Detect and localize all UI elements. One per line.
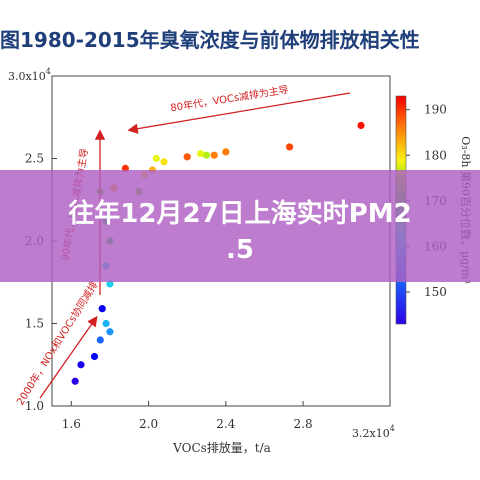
annotation-2000: 2000年，NOx和VOCs协同减排 (14, 279, 101, 408)
title-strip (0, 0, 480, 50)
scatter-point (202, 151, 211, 159)
scatter-point (197, 149, 205, 158)
x-axis-label: VOCs排放量，t/a (172, 440, 271, 455)
annotation-arrow-2000 (39, 315, 98, 399)
scatter-point (183, 153, 191, 161)
scatter-point (71, 377, 79, 385)
scatter-point (285, 143, 294, 151)
scatter-point (77, 361, 85, 369)
y-tick-label: 2.5 (25, 152, 44, 166)
scatter-point (106, 328, 114, 336)
scatter-point (152, 154, 160, 163)
scatter-point (102, 319, 110, 328)
scatter-point (96, 336, 104, 344)
annotation-arrow-80s (127, 92, 351, 134)
overlay-text: 往年12月27日上海实时PM2 .5 (0, 196, 480, 268)
x-tick-label: 2.0 (139, 417, 158, 431)
x-multiplier: 3.2x104 (352, 424, 395, 440)
scatter-point (106, 280, 114, 288)
scatter-point (210, 151, 218, 159)
overlay-line-1: 往年12月27日上海实时PM2 (68, 199, 412, 229)
scatter-point (222, 148, 230, 156)
y-tick-label: 1.0 (25, 399, 44, 413)
scatter-point (90, 352, 99, 361)
colorbar-tick-label: 190 (424, 103, 447, 117)
axis-ticks: 1.62.02.42.81.01.52.02.5 (25, 152, 313, 432)
colorbar-tick-label: 180 (424, 148, 447, 162)
page-title: 图1980-2015年臭氧浓度与前体物排放相关性 (0, 28, 420, 52)
x-tick-label: 2.8 (294, 417, 313, 431)
colorbar-tick-label: 150 (424, 285, 447, 299)
x-tick-label: 1.6 (62, 417, 81, 431)
x-tick-label: 2.4 (216, 417, 235, 431)
y-multiplier: 3.0x104 (8, 67, 51, 83)
y-tick-label: 1.5 (25, 317, 44, 331)
scatter-point (160, 158, 168, 166)
overlay-banner (0, 170, 480, 282)
scatter-point (357, 121, 365, 130)
annotation-80s: 80年代，VOCs减排为主导 (169, 83, 289, 115)
overlay-line-2: .5 (226, 235, 254, 265)
scatter-point (98, 305, 106, 313)
